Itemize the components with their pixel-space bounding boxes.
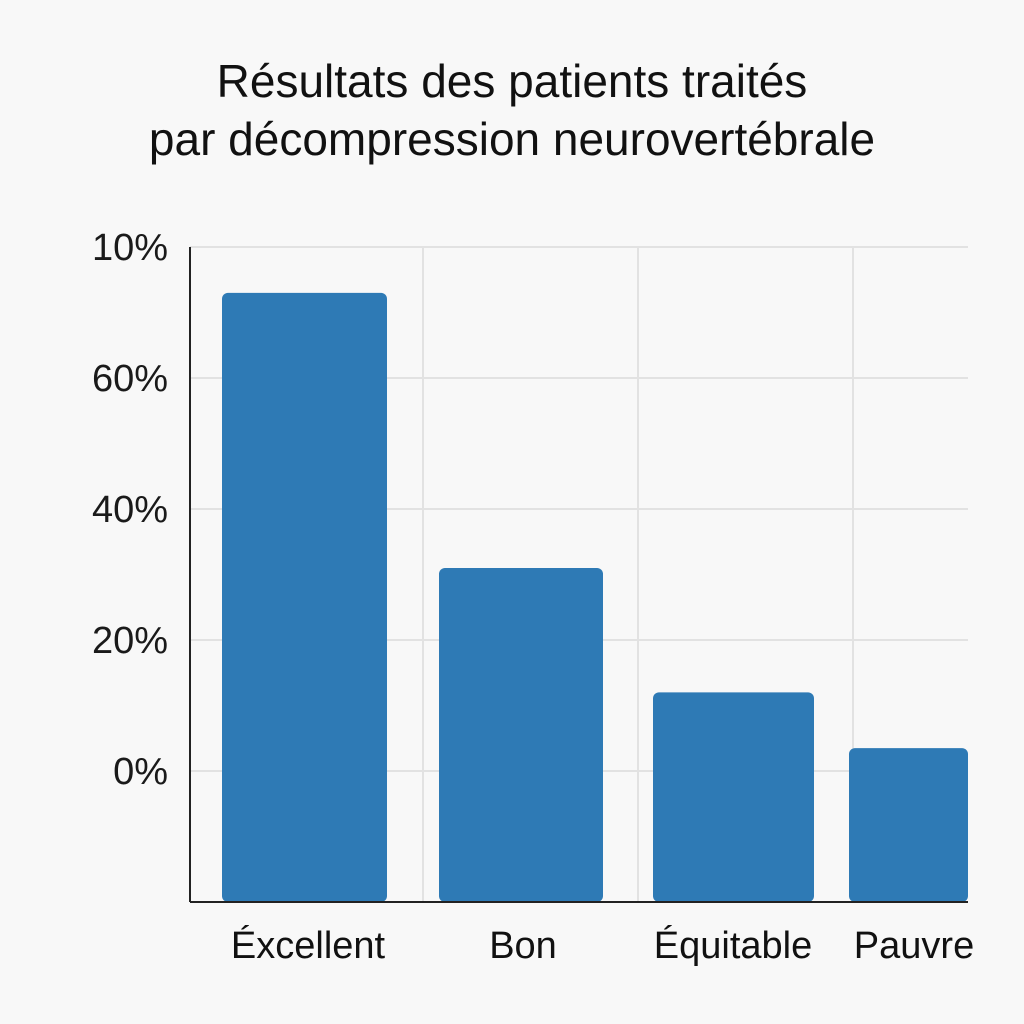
axes (189, 247, 968, 903)
y-tick-label: 40% (92, 489, 168, 531)
bar-équitable (653, 692, 814, 902)
chart-title-line-2: par décompression neurovertébrale (148, 113, 876, 165)
y-tick-label: 10% (92, 227, 168, 269)
bar-pauvre (849, 748, 968, 902)
x-category-label: Bon (489, 925, 557, 967)
chart-title-line-1: Résultats des patients traités (216, 55, 808, 107)
x-category-label: Éxcellent (231, 924, 386, 967)
bar-bon (439, 567, 603, 902)
y-tick-label: 60% (92, 358, 168, 400)
x-category-label: Pauvre (854, 925, 974, 967)
bars (222, 292, 968, 903)
labels: 0% 20% 40% 60% 10% Éxcellent Bon Équitable Pauvr… (92, 227, 974, 967)
chart-title: Résultats des patients traités par décom… (0, 52, 1024, 168)
y-tick-label: 0% (113, 751, 168, 793)
x-category-label: Équitable (654, 924, 812, 967)
bar-excellent (222, 292, 387, 903)
y-tick-label: 20% (92, 620, 168, 662)
